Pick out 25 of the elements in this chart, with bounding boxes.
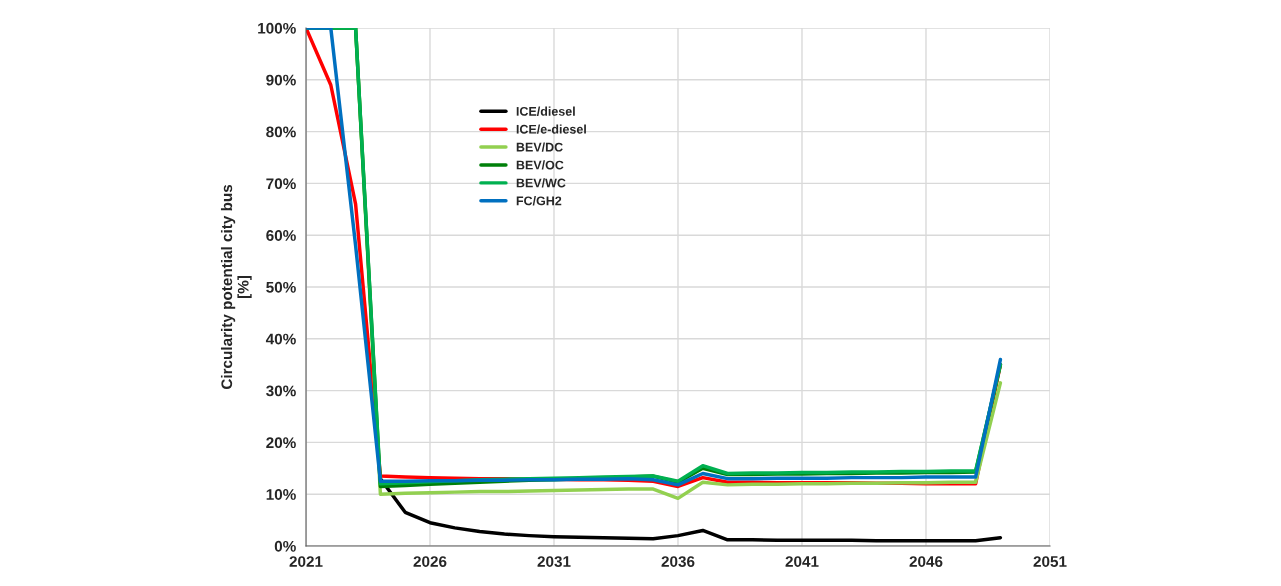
y-axis-title: Circularity potential city bus [%] xyxy=(220,184,252,390)
y-tick-label: 10% xyxy=(266,489,296,500)
legend-label: FC/GH2 xyxy=(516,196,562,206)
legend-label: ICE/e-diesel xyxy=(516,124,586,134)
x-tick-label: 2041 xyxy=(785,556,819,567)
x-tick-label: 2036 xyxy=(661,556,695,567)
y-tick-label: 40% xyxy=(265,333,296,345)
y-tick-label: 60% xyxy=(266,230,296,241)
legend-label: ICE/diesel xyxy=(516,106,575,116)
legend-label: BEV/DC xyxy=(516,142,563,152)
y-tick-label: 80% xyxy=(266,126,296,138)
legend-label: BEV/WC xyxy=(516,178,566,188)
x-tick-label: 2046 xyxy=(909,556,943,567)
x-tick-label: 2021 xyxy=(289,556,323,567)
y-tick-label: 20% xyxy=(266,437,296,449)
y-tick-label: 50% xyxy=(266,281,296,293)
x-tick-label: 2051 xyxy=(1033,556,1067,567)
y-tick-label: 100% xyxy=(258,22,296,34)
x-tick-label: 2031 xyxy=(537,556,571,567)
y-tick-label: 90% xyxy=(266,74,296,86)
x-tick-label: 2026 xyxy=(413,556,447,567)
legend-label: BEV/OC xyxy=(516,160,564,170)
y-tick-label: 70% xyxy=(266,178,296,190)
y-tick-label: 30% xyxy=(266,385,296,397)
y-tick-label: 0% xyxy=(274,540,296,552)
